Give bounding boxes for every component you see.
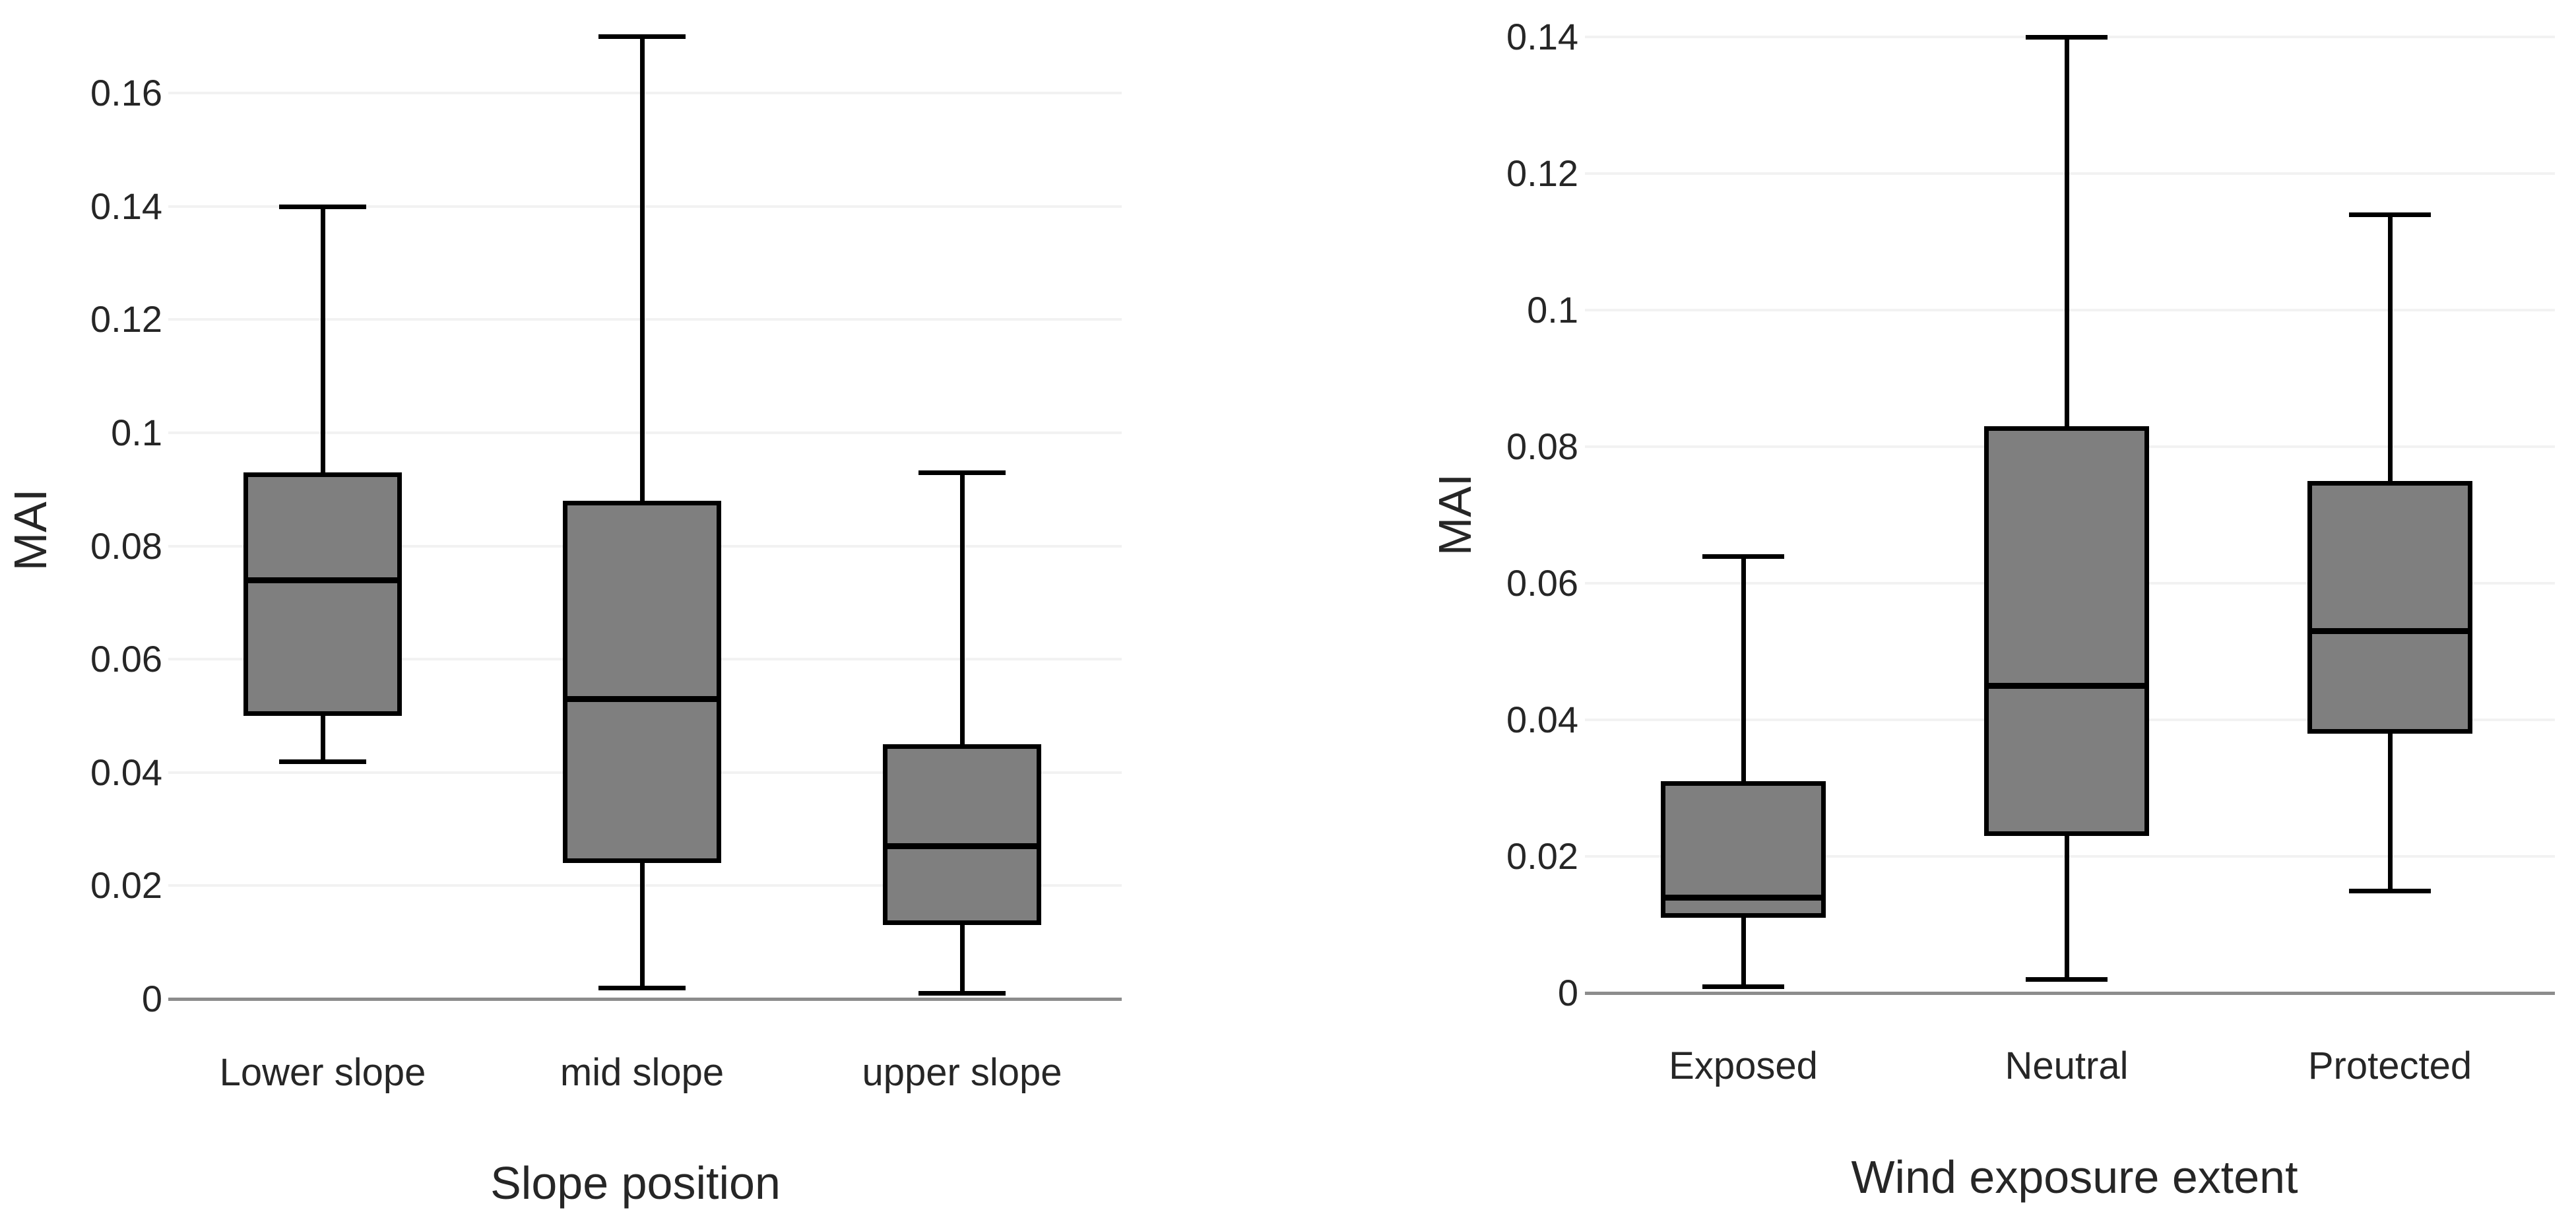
gridline-0.16 <box>168 92 1122 95</box>
iqr-box-lower-slope <box>243 472 402 716</box>
y-tick-label-0.12: 0.12 <box>90 298 162 340</box>
y-tick-label-0.1: 0.1 <box>1527 289 1578 331</box>
whisker-lower-exposed <box>1741 918 1746 986</box>
iqr-box-mid-slope <box>563 500 721 864</box>
y-tick-label-0.02: 0.02 <box>90 864 162 907</box>
y-tick-label-0.06: 0.06 <box>90 638 162 680</box>
iqr-box-neutral <box>1984 426 2149 836</box>
gridline-0.12 <box>1585 172 2555 175</box>
whisker-cap-max-upper-slope <box>918 470 1006 476</box>
y-tick-label-0.14: 0.14 <box>90 185 162 227</box>
whisker-cap-max-exposed <box>1702 554 1784 559</box>
y-tick-label-0.08: 0.08 <box>90 525 162 567</box>
gridline-0.14 <box>168 205 1122 208</box>
whisker-cap-min-neutral <box>2026 977 2108 982</box>
whisker-lower-lower-slope <box>321 716 325 761</box>
y-tick-label-0.14: 0.14 <box>1506 16 1578 57</box>
whisker-lower-neutral <box>2065 835 2069 980</box>
whisker-upper-mid-slope <box>640 36 645 501</box>
whisker-cap-max-neutral <box>2026 35 2108 40</box>
median-neutral <box>1984 683 2149 689</box>
iqr-box-upper-slope <box>883 744 1041 926</box>
whisker-lower-protected <box>2388 733 2393 891</box>
y-tick-label-0: 0 <box>141 978 162 1019</box>
whisker-cap-min-protected <box>2349 888 2431 893</box>
x-axis-title-right: Wind exposure extent <box>1851 1151 2298 1203</box>
x-category-label-protected: Protected <box>2307 1044 2472 1087</box>
y-tick-label-0.06: 0.06 <box>1506 562 1578 604</box>
gridline-0.1 <box>1585 309 2555 311</box>
gridline-0.02 <box>168 884 1122 887</box>
x-category-label-exposed: Exposed <box>1669 1044 1818 1087</box>
y-tick-label-0.08: 0.08 <box>1506 426 1578 467</box>
whisker-upper-upper-slope <box>960 472 965 744</box>
whisker-upper-lower-slope <box>321 206 325 473</box>
whisker-upper-neutral <box>2065 37 2069 426</box>
whisker-cap-min-upper-slope <box>918 991 1006 996</box>
y-tick-label-0.16: 0.16 <box>90 72 162 114</box>
median-protected <box>2307 628 2472 635</box>
whisker-cap-min-exposed <box>1702 984 1784 989</box>
y-tick-label-0.1: 0.1 <box>111 412 162 453</box>
y-tick-label-0.02: 0.02 <box>1506 835 1578 877</box>
y-tick-label-0.04: 0.04 <box>1506 699 1578 740</box>
y-axis-title-right: MAI <box>1429 473 1481 556</box>
gridline-0.02 <box>1585 855 2555 858</box>
whisker-cap-max-protected <box>2349 212 2431 218</box>
median-lower-slope <box>243 577 402 584</box>
gridline-0.1 <box>168 431 1122 434</box>
x-category-label-neutral: Neutral <box>2005 1044 2129 1087</box>
x-axis-title-left: Slope position <box>490 1157 781 1209</box>
whisker-cap-max-mid-slope <box>598 34 686 40</box>
whisker-cap-min-mid-slope <box>598 985 686 990</box>
whisker-cap-max-lower-slope <box>279 204 366 209</box>
x-axis-baseline <box>1585 992 2555 995</box>
median-exposed <box>1661 895 1826 901</box>
x-category-label-lower-slope: Lower slope <box>219 1051 426 1094</box>
x-axis-baseline <box>168 998 1122 1001</box>
iqr-box-protected <box>2307 480 2472 734</box>
y-tick-label-0: 0 <box>1557 972 1578 1013</box>
whisker-cap-min-lower-slope <box>279 759 366 764</box>
whisker-upper-protected <box>2388 214 2393 481</box>
median-mid-slope <box>563 696 721 703</box>
x-category-label-upper-slope: upper slope <box>862 1051 1062 1094</box>
y-axis-title-left: MAI <box>5 488 56 571</box>
x-category-label-mid-slope: mid slope <box>560 1051 724 1094</box>
median-upper-slope <box>883 843 1041 850</box>
whisker-lower-mid-slope <box>640 863 645 988</box>
whisker-lower-upper-slope <box>960 925 965 994</box>
whisker-upper-exposed <box>1741 556 1746 782</box>
gridline-0.12 <box>168 318 1122 321</box>
y-tick-label-0.12: 0.12 <box>1506 152 1578 194</box>
y-tick-label-0.04: 0.04 <box>90 751 162 793</box>
